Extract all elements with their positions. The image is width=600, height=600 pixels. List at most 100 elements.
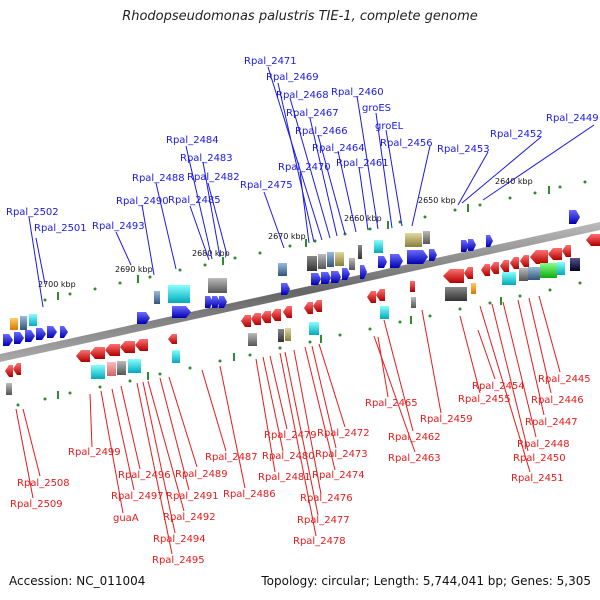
gene-box [6,383,12,395]
gene-label: Rpal_2495 [152,555,205,566]
gene-arrow [407,250,428,264]
gene-label: Rpal_2461 [336,158,389,169]
kbp-label-2670: 2670 kbp [268,232,306,241]
gene-label: Rpal_2456 [380,138,433,149]
gene-arrow [120,341,135,353]
gene-label: Rpal_2482 [187,172,240,183]
gene-arrow [443,269,464,283]
gene-label: Rpal_2477 [297,515,350,526]
gene-arrow [390,254,403,268]
gene-label: Rpal_2494 [153,534,206,545]
gene-box [410,281,415,292]
gene-box [445,287,467,301]
reverse-leader-lines [15,295,561,555]
gene-box [29,314,37,326]
gene-arrow [90,347,105,359]
gene-arrow [486,235,493,247]
gene-arrow [376,289,385,301]
gene-arrow [468,239,476,251]
gene-label: Rpal_2466 [295,126,348,137]
gene-arrow [5,365,13,377]
gene-label: Rpal_2488 [132,173,185,184]
gene-label: Rpal_2472 [317,428,370,439]
gene-arrow [76,350,90,362]
reverse-labels: Rpal_2445 Rpal_2446 Rpal_2447 Rpal_2448 … [10,374,591,566]
gene-arrow [205,296,213,308]
gene-box [423,231,430,244]
gene-arrow [586,234,600,246]
gene-label: Rpal_2474 [312,470,365,481]
gene-box [327,252,334,267]
scale-row-lower [16,281,582,407]
kbp-label-2700: 2700 kbp [38,280,76,289]
scale-row-upper [43,180,587,302]
gene-arrow [283,306,292,318]
gene-label: Rpal_2478 [293,536,346,547]
gene-label: Rpal_2451 [511,473,564,484]
gene-box [405,233,422,247]
gene-label: Rpal_2499 [68,447,121,458]
genome-axis [0,222,600,362]
gene-box [335,252,344,266]
gene-box [570,258,580,271]
gene-label: Rpal_2502 [6,207,59,218]
gene-label: Rpal_2484 [166,135,219,146]
gene-label: Rpal_2450 [513,453,566,464]
gene-arrow [60,326,68,338]
gene-label: Rpal_2448 [517,439,570,450]
gene-label: Rpal_2468 [276,90,329,101]
gene-arrow [461,240,469,252]
gene-label: Rpal_2486 [223,489,276,500]
gene-arrow [569,210,580,224]
gene-arrow [251,313,261,325]
gene-label: Rpal_2453 [437,144,490,155]
gene-arrow [464,267,473,279]
gene-box [20,316,27,330]
gene-label: Rpal_2467 [286,108,339,119]
gene-label: Rpal_2501 [34,223,87,234]
genome-title: Rhodopseudomonas palustris TIE-1, comple… [122,9,478,24]
gene-box [172,350,180,363]
gene-arrow [261,311,271,323]
gene-arrow [367,291,376,303]
gene-box [248,333,257,346]
gene-label: groEL [375,121,404,132]
gene-label: Rpal_2459 [420,414,473,425]
gene-label: Rpal_2493 [92,221,145,232]
gene-arrow [271,309,281,321]
gene-label: Rpal_2463 [388,453,441,464]
kbp-label-2650: 2650 kbp [418,196,456,205]
gene-box [519,268,528,281]
kbp-label-2640: 2640 kbp [495,177,533,186]
forward-leader-lines [28,66,595,308]
gene-label: Rpal_2509 [10,499,63,510]
gene-label: Rpal_2491 [166,491,219,502]
gene-label: Rpal_2497 [111,491,164,502]
gene-label: Rpal_2487 [205,452,258,463]
gene-box [107,362,116,376]
gene-label: Rpal_2446 [531,395,584,406]
gene-label: Rpal_2481 [258,472,311,483]
gene-arrow [13,363,21,375]
gene-arrow [281,283,290,295]
gene-box [557,262,565,275]
gene-arrow [304,302,313,314]
gene-box [208,278,227,293]
gene-arrow [168,334,177,344]
forward-labels: Rpal_2449 Rpal_2452 Rpal_2453 Rpal_2456 … [6,56,599,234]
gene-label: Rpal_2460 [331,87,384,98]
gene-box [285,328,291,341]
gene-label: Rpal_2469 [266,72,319,83]
topology-text: Topology: circular; Length: 5,744,041 bp… [261,574,591,588]
gene-arrow [135,339,148,351]
gene-label: Rpal_2455 [458,394,511,405]
kbp-label-2660: 2660 kbp [344,214,382,223]
gene-label: guaA [113,513,139,524]
gene-box [502,272,516,285]
gene-box [154,291,160,304]
gene-arrow [321,272,331,284]
gene-label: Rpal_2485 [168,195,221,206]
gene-label: Rpal_2492 [163,512,216,523]
gene-label: Rpal_2473 [315,449,368,460]
